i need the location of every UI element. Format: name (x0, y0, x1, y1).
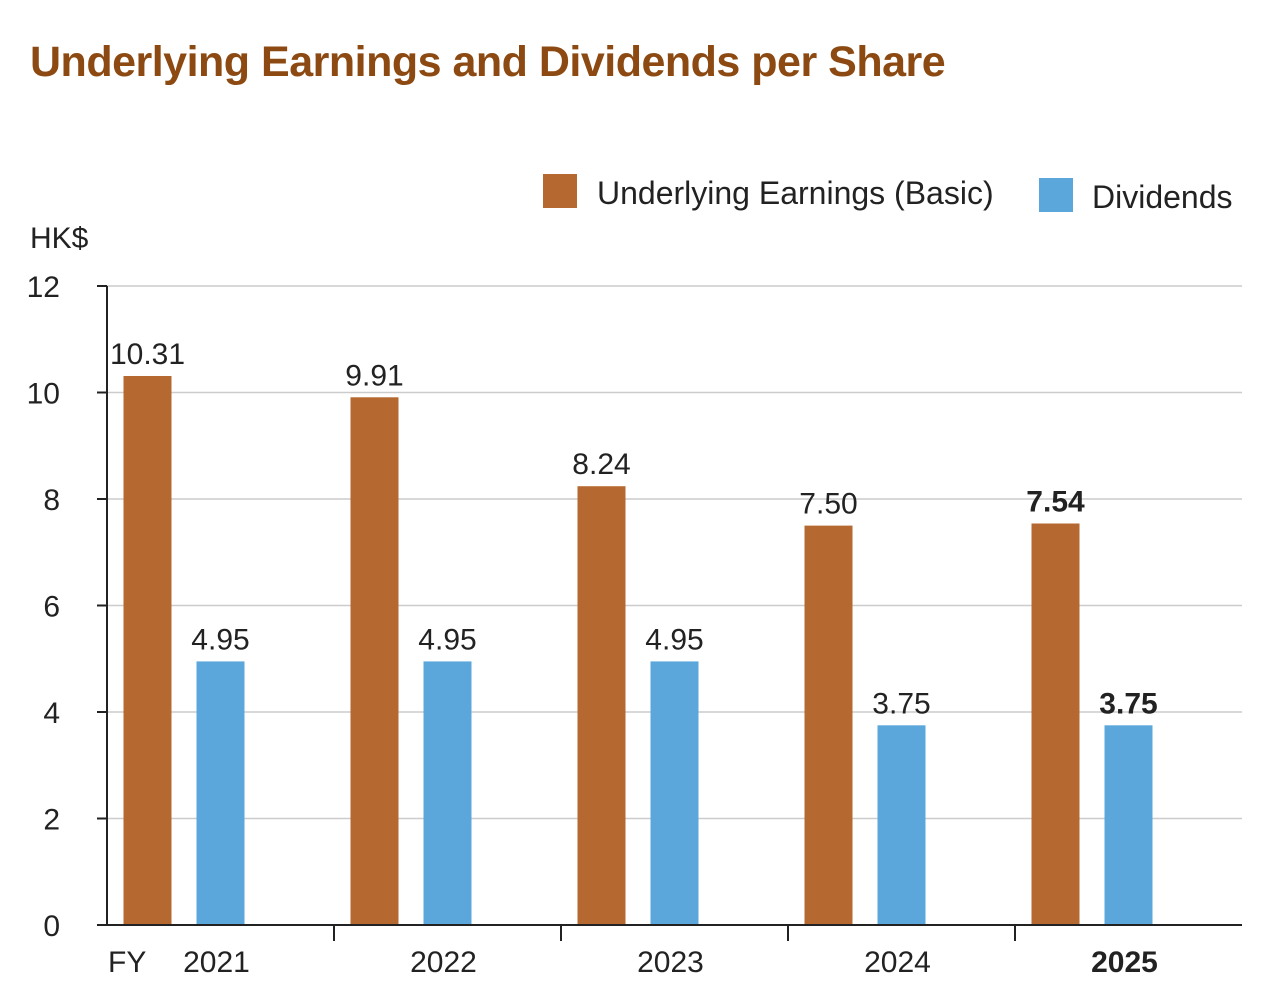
x-tick-label: 2022 (410, 946, 477, 979)
earnings-bar (350, 397, 399, 926)
dividends-bar (196, 661, 245, 925)
legend-swatch-earnings (543, 174, 577, 208)
x-tick-label: 2021 (183, 946, 250, 979)
earnings-bar (123, 375, 172, 925)
legend: Underlying Earnings (Basic) Dividends (543, 174, 1233, 215)
data-label: 10.31 (110, 338, 185, 371)
y-tick-label: 10 (27, 378, 60, 411)
data-label: 4.95 (645, 623, 703, 656)
x-axis-prefix: FY (108, 946, 146, 979)
chart-title: Underlying Earnings and Dividends per Sh… (30, 38, 946, 86)
x-tick-label: 2025 (1091, 946, 1158, 979)
earnings-bar (1031, 523, 1080, 925)
data-label: 3.75 (1099, 687, 1157, 720)
dividends-bar (877, 725, 926, 925)
y-tick-label: 0 (43, 910, 60, 943)
earnings-bar (577, 486, 626, 925)
axes (97, 285, 1242, 941)
data-label: 3.75 (872, 687, 930, 720)
labels: 0 2 4 6 8 10 12 HK$ FY 2021 10.31 4.95 2022 9.91 4.95 2… (27, 222, 1158, 979)
data-label: 9.91 (345, 359, 403, 392)
dividends-bar (650, 661, 699, 925)
data-label: 7.54 (1026, 485, 1085, 518)
dividends-bar (423, 661, 472, 925)
data-label: 4.95 (191, 623, 249, 656)
earnings-bar (804, 525, 853, 925)
x-tick-label: 2023 (637, 946, 704, 979)
legend-swatch-dividends (1039, 178, 1073, 212)
y-tick-label: 8 (43, 484, 60, 517)
y-axis-label: HK$ (30, 222, 89, 255)
data-label: 4.95 (418, 623, 476, 656)
data-label: 8.24 (572, 448, 630, 481)
legend-label-dividends: Dividends (1092, 179, 1233, 215)
bars (123, 375, 1153, 926)
dividends-bar (1104, 725, 1153, 925)
y-tick-label: 6 (43, 591, 60, 624)
y-tick-label: 2 (43, 804, 60, 837)
data-label: 7.50 (799, 488, 857, 521)
y-tick-label: 4 (43, 697, 60, 730)
y-tick-label: 12 (27, 271, 60, 304)
legend-label-earnings: Underlying Earnings (Basic) (597, 175, 994, 211)
x-tick-label: 2024 (864, 946, 931, 979)
